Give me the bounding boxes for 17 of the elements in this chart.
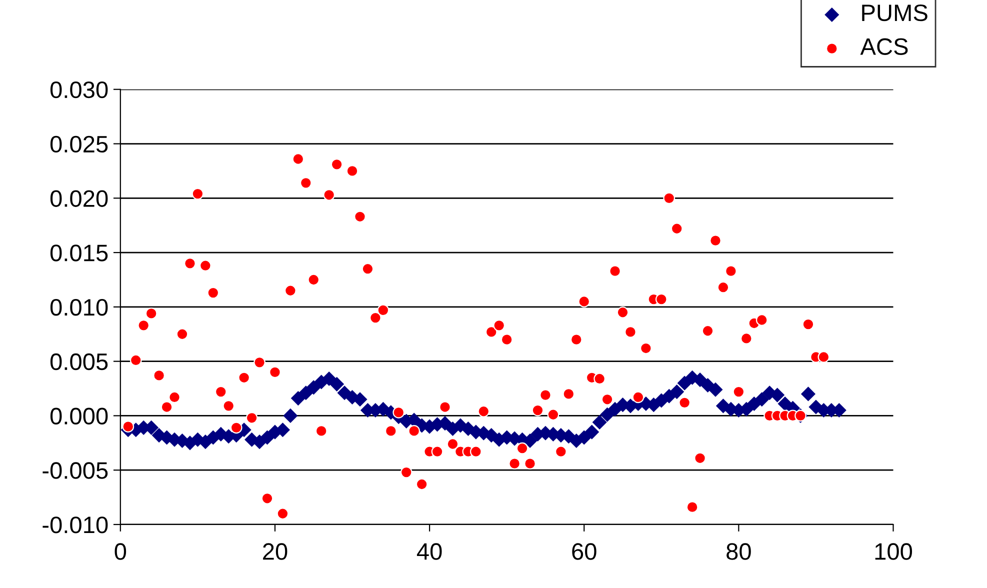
y-tick-label: 0.015 <box>50 244 108 262</box>
x-tick-label: 60 <box>572 543 596 560</box>
y-tick-label: -0.005 <box>42 462 108 479</box>
x-tick-label: 0 <box>114 543 126 560</box>
y-tick-label: 0.025 <box>50 136 108 153</box>
y-tick-label: -0.010 <box>42 516 108 534</box>
y-tick-label: 0.020 <box>50 190 108 207</box>
y-tick-label: 0.030 <box>50 81 108 98</box>
legend-label: ACS <box>860 38 908 55</box>
y-tick-label: 0.010 <box>50 299 108 316</box>
x-tick-label: 20 <box>263 543 288 560</box>
x-tick-label: 80 <box>726 543 751 560</box>
legend-label: PUMS <box>862 4 928 22</box>
y-tick-label: 0.005 <box>50 353 108 370</box>
x-tick-label: 40 <box>416 543 442 560</box>
x-tick-label: 100 <box>875 543 912 560</box>
y-tick-label: 0.000 <box>50 408 108 425</box>
